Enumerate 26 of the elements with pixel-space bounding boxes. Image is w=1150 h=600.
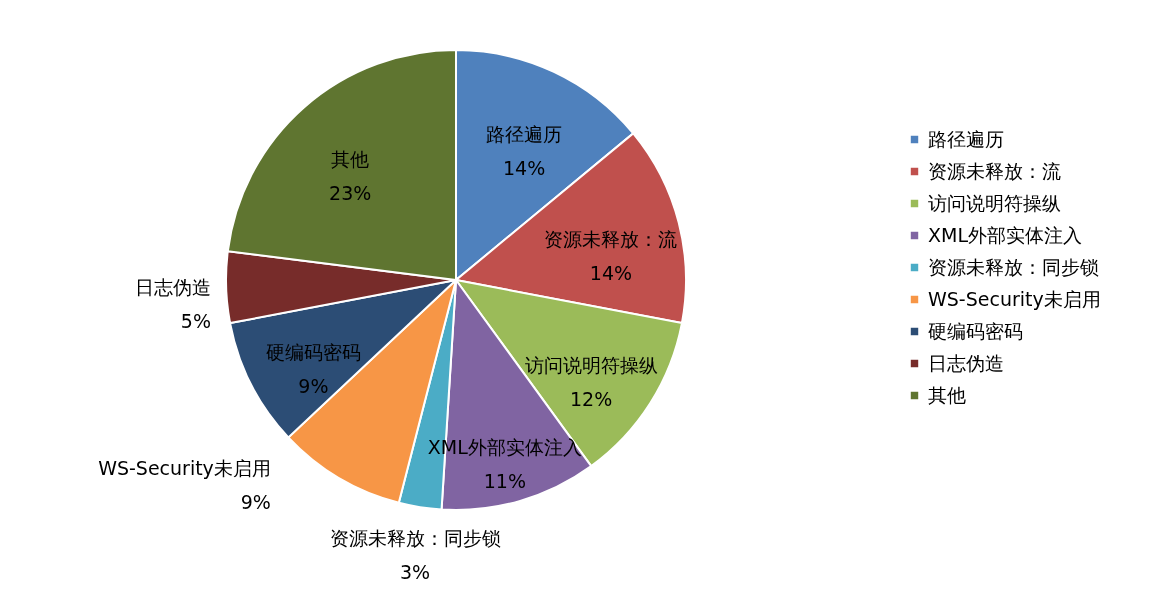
legend-label: 其他: [928, 383, 966, 406]
legend-label: 日志伪造: [928, 351, 1004, 374]
slice-label: 资源未释放：同步锁: [329, 526, 501, 549]
data-label: 9%: [298, 374, 329, 397]
data-label: 14%: [503, 157, 546, 180]
slice-label: WS-Security未启用: [98, 456, 271, 479]
legend-label: 硬编码密码: [928, 319, 1023, 342]
legend-label: WS-Security未启用: [928, 287, 1101, 310]
legend-label: 访问说明符操纵: [928, 191, 1061, 214]
legend-label: 资源未释放：同步锁: [928, 255, 1099, 278]
legend-label: XML外部实体注入: [928, 223, 1082, 246]
data-label: 3%: [399, 560, 431, 583]
data-label: 23%: [329, 181, 372, 204]
slice-label: 其他: [331, 147, 370, 170]
data-label: 12%: [569, 387, 613, 410]
data-label: 14%: [589, 262, 633, 285]
slice-label: 资源未释放：流: [544, 228, 678, 251]
slice-label: 日志伪造: [135, 275, 211, 298]
data-label: 5%: [180, 309, 211, 332]
legend-label: 资源未释放：流: [928, 159, 1061, 182]
data-label: 9%: [240, 490, 271, 513]
slice-label: 硬编码密码: [265, 340, 361, 363]
slice-label: 路径遍历: [486, 123, 563, 146]
slice-label: 访问说明符操纵: [524, 353, 658, 376]
legend-label: 路径遍历: [928, 127, 1004, 150]
data-label: 11%: [483, 470, 526, 493]
